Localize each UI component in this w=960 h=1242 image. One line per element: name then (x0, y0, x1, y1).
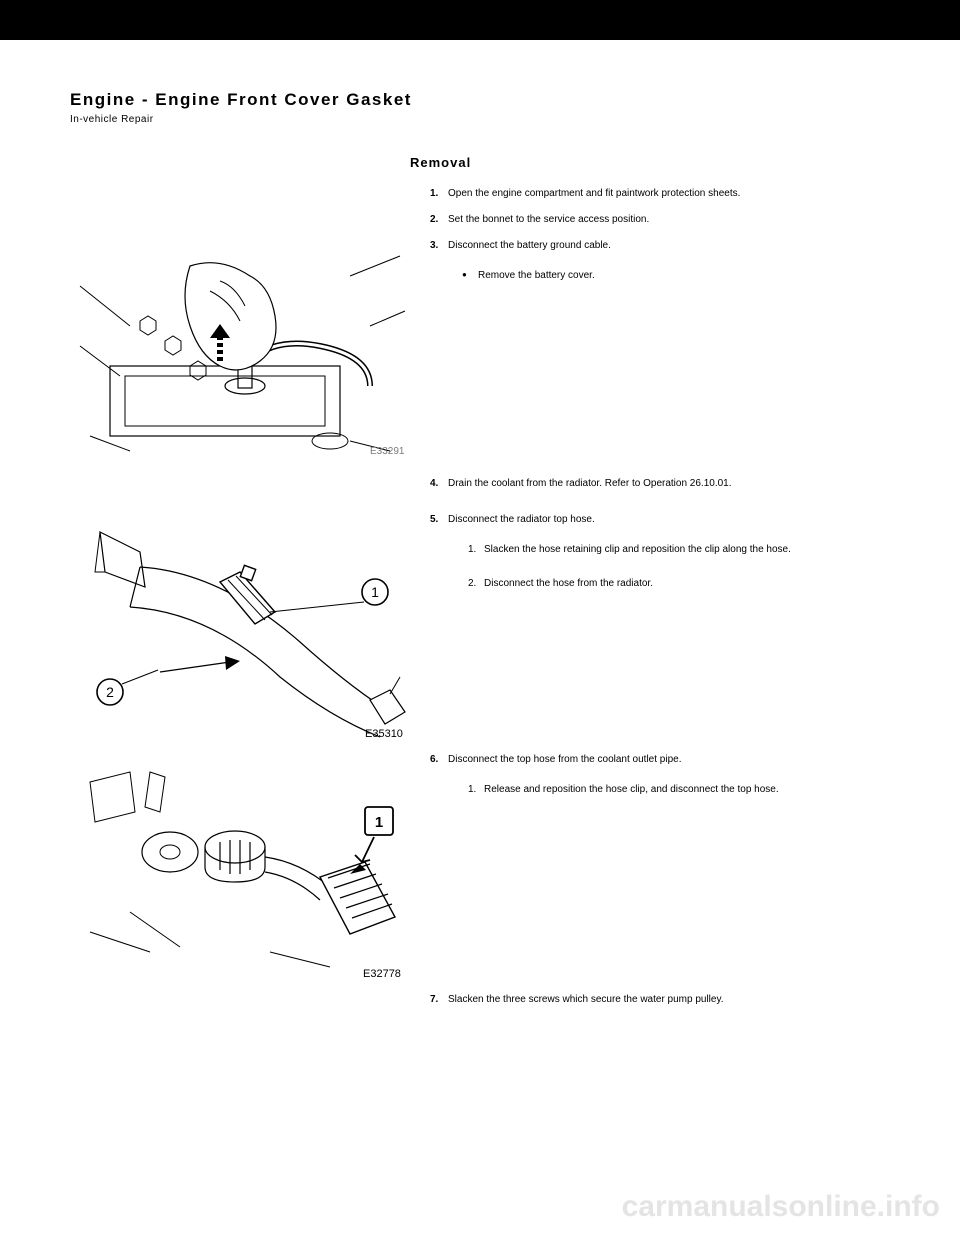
figure-col-2: 1 2 E35310 (70, 512, 410, 742)
page-content: Engine - Engine Front Cover Gasket In-ve… (0, 40, 960, 1068)
watermark: carmanualsonline.info (622, 1190, 940, 1224)
text-col-5: 7.Slacken the three screws which secure … (410, 992, 890, 1018)
step-5-sub-2: 2.Disconnect the hose from the radiator. (468, 576, 890, 592)
step-2: 2.Set the bonnet to the service access p… (430, 212, 890, 228)
steps-7: 7.Slacken the three screws which secure … (430, 992, 890, 1008)
section-heading-removal: Removal (410, 155, 890, 170)
row-4: 1 E32778 6.Disconnect the top hose from … (70, 752, 890, 982)
figure-coolant-outlet-pipe: 1 E32778 (70, 752, 410, 982)
step-5-sub-1: 1.Slacken the hose retaining clip and re… (468, 542, 890, 558)
figure-label-1: E33291 (370, 446, 405, 457)
row-2: 4.Drain the coolant from the radiator. R… (70, 476, 890, 502)
figure-battery-cable: E33291 (70, 226, 410, 466)
step-3: 3.Disconnect the battery ground cable. R… (430, 238, 890, 284)
callout-1: 1 (371, 584, 379, 600)
step-5: 5.Disconnect the radiator top hose. 1.Sl… (430, 512, 890, 592)
step-3-bullets: Remove the battery cover. (462, 268, 890, 284)
step-5-subs: 1.Slacken the hose retaining clip and re… (468, 542, 890, 592)
steps-1-3: 1.Open the engine compartment and fit pa… (430, 186, 890, 284)
page-title: Engine - Engine Front Cover Gasket (70, 90, 890, 110)
text-col-1: 1.Open the engine compartment and fit pa… (410, 186, 890, 294)
callout-2: 2 (106, 684, 114, 700)
row-1: E33291 1.Open the engine compartment and… (70, 186, 890, 466)
page-subtitle: In-vehicle Repair (70, 114, 890, 125)
callout-1b: 1 (375, 814, 383, 831)
top-black-bar (0, 0, 960, 40)
step-6-sub-1: 1.Release and reposition the hose clip, … (468, 782, 890, 798)
text-col-3: 5.Disconnect the radiator top hose. 1.Sl… (410, 512, 890, 610)
step-4: 4.Drain the coolant from the radiator. R… (430, 476, 890, 492)
step-7: 7.Slacken the three screws which secure … (430, 992, 890, 1008)
text-col-2: 4.Drain the coolant from the radiator. R… (410, 476, 890, 502)
step-6: 6.Disconnect the top hose from the coola… (430, 752, 890, 798)
text-col-4: 6.Disconnect the top hose from the coola… (410, 752, 890, 816)
figure-label-2: E35310 (365, 728, 403, 740)
row-3: 1 2 E35310 5.Disconnect the radiator top… (70, 512, 890, 742)
step-3-bullet-1: Remove the battery cover. (462, 268, 890, 284)
step-6-subs: 1.Release and reposition the hose clip, … (468, 782, 890, 798)
figure-radiator-top-hose: 1 2 E35310 (70, 512, 410, 742)
steps-5: 5.Disconnect the radiator top hose. 1.Sl… (430, 512, 890, 592)
figure-label-3: E32778 (363, 968, 401, 980)
figure-col-1: E33291 (70, 186, 410, 466)
step-1: 1.Open the engine compartment and fit pa… (430, 186, 890, 202)
steps-4: 4.Drain the coolant from the radiator. R… (430, 476, 890, 492)
figure-col-3: 1 E32778 (70, 752, 410, 982)
row-5: 7.Slacken the three screws which secure … (70, 992, 890, 1018)
steps-6: 6.Disconnect the top hose from the coola… (430, 752, 890, 798)
